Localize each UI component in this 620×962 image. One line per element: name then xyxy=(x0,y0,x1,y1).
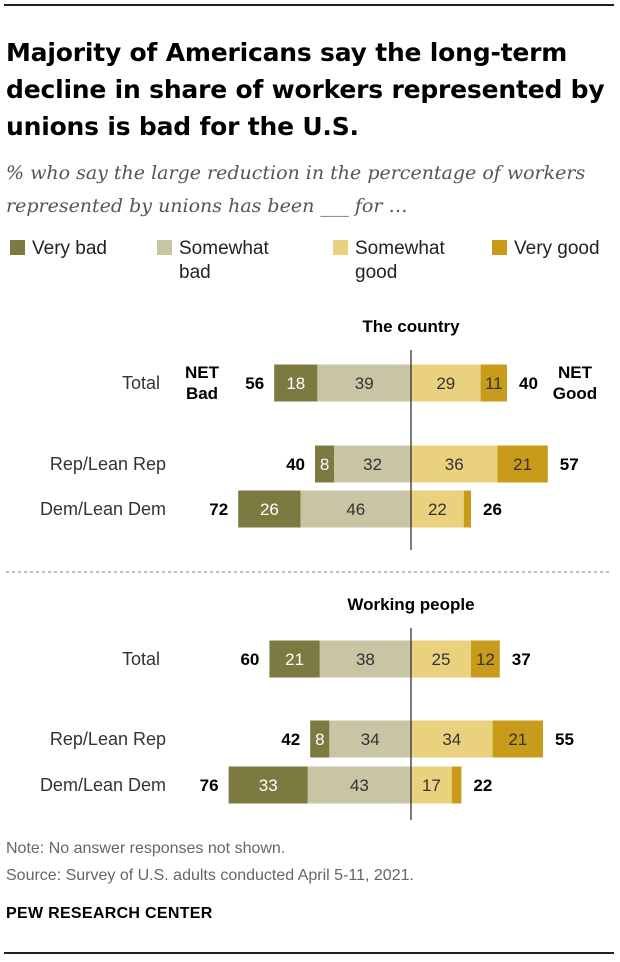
net-bad-label-line2: Bad xyxy=(186,384,218,403)
legend-label-very-bad: Very bad xyxy=(32,238,107,259)
panel2-title: Working people xyxy=(347,595,474,614)
panel1-row1-net-good: 40 xyxy=(519,374,538,393)
net-good-label-line1: NET xyxy=(558,363,593,382)
panel2-row2-value-very-bad: 8 xyxy=(315,730,324,749)
panel1-row3-bar-very-good xyxy=(463,490,471,528)
panel1-row1-value-very-good: 11 xyxy=(485,374,503,393)
panel1-row3-bar-somewhat-bad xyxy=(300,490,411,528)
panel2-row3-value-very-bad: 33 xyxy=(259,776,278,795)
panel1-title: The country xyxy=(362,317,460,336)
panel2-row2-value-somewhat-bad: 34 xyxy=(361,730,380,749)
panel2-row3-value-somewhat-bad: 43 xyxy=(350,776,369,795)
net-bad-label-line1: NET xyxy=(185,363,220,382)
panel2-row2-bar-somewhat-bad xyxy=(329,720,411,758)
panel1-row1-value-somewhat-good: 29 xyxy=(436,374,455,393)
legend-swatch-very-bad xyxy=(10,240,25,255)
panel1-row3-bar-somewhat-good xyxy=(411,490,464,528)
panel1-row1-value-very-bad: 18 xyxy=(286,374,305,393)
panel2-row3-bar-very-good xyxy=(451,766,462,804)
legend-label-somewhat-good-2: good xyxy=(355,262,398,283)
legend-swatch-very-good xyxy=(492,240,507,255)
panel2-row1-net-good: 37 xyxy=(512,650,531,669)
panel2-row3-net-bad: 76 xyxy=(200,776,219,795)
panel1-row2-net-good: 57 xyxy=(560,455,579,474)
panel1-row2-value-somewhat-bad: 32 xyxy=(363,455,382,474)
panel1-row2-bar-somewhat-bad xyxy=(334,445,411,483)
panel2-row3-bar-very-bad xyxy=(228,766,308,804)
panel1-row2-value-very-bad: 8 xyxy=(320,455,329,474)
panel2-row1-bar-somewhat-bad xyxy=(319,640,411,678)
chart-source: Source: Survey of U.S. adults conducted … xyxy=(6,867,414,884)
panel2-row2-value-somewhat-good: 34 xyxy=(442,730,461,749)
panel2-row1-category-label: Total xyxy=(122,649,160,669)
panel1-row3-value-very-bad: 26 xyxy=(260,500,279,519)
panel1-row1-bar-somewhat-bad xyxy=(317,364,411,402)
panel1-row2-category-label: Rep/Lean Rep xyxy=(50,454,166,474)
legend-label-very-good: Very good xyxy=(514,238,600,259)
panel1-row2-value-somewhat-good: 36 xyxy=(445,455,464,474)
bottom-rule xyxy=(4,952,614,954)
panel1-row2-bar-somewhat-good xyxy=(411,445,498,483)
panel1-row3-value-somewhat-bad: 46 xyxy=(346,500,365,519)
panel1-row3-net-good: 26 xyxy=(483,500,502,519)
panel2-row3-net-good: 22 xyxy=(473,776,492,795)
panel2-row1-value-very-bad: 21 xyxy=(285,650,304,669)
panel1-row3-category-label: Dem/Lean Dem xyxy=(40,499,166,519)
panel1-row2-value-very-good: 21 xyxy=(513,455,532,474)
panel2-row3-category-label: Dem/Lean Dem xyxy=(40,775,166,795)
panel2-row1-bar-very-good xyxy=(471,640,500,678)
panel1-row3-bar-very-bad xyxy=(238,490,301,528)
panel1-row1-category-label: Total xyxy=(122,373,160,393)
chart-title: Majority of Americans say the long-term … xyxy=(6,38,605,141)
panel2-row1-value-somewhat-bad: 38 xyxy=(356,650,375,669)
panel2-row2-bar-very-good xyxy=(492,720,543,758)
panel2-row1-value-very-good: 12 xyxy=(476,650,495,669)
panel1-row1-net-bad: 56 xyxy=(245,374,264,393)
panel2-row3-value-somewhat-good: 17 xyxy=(422,776,441,795)
legend-swatch-somewhat-bad xyxy=(157,240,172,255)
panel2-row3-bar-somewhat-good xyxy=(411,766,452,804)
panel2-row1-value-somewhat-good: 25 xyxy=(432,650,451,669)
legend-label-somewhat-bad-2: bad xyxy=(179,262,211,283)
panel1-row2-bar-very-bad xyxy=(315,445,335,483)
panel2-row1-bar-very-bad xyxy=(269,640,320,678)
panel1-row1-bar-somewhat-good xyxy=(411,364,481,402)
panel2-row1-net-bad: 60 xyxy=(240,650,259,669)
chart-subtitle: % who say the large reduction in the per… xyxy=(6,162,586,217)
panel1-row1-value-somewhat-bad: 39 xyxy=(355,374,374,393)
panel2-row1-bar-somewhat-good xyxy=(411,640,471,678)
panel2-row2-bar-somewhat-good xyxy=(411,720,493,758)
panel1-row3-net-bad: 72 xyxy=(209,500,228,519)
legend-swatch-somewhat-good xyxy=(333,240,348,255)
panel2-row2-category-label: Rep/Lean Rep xyxy=(50,729,166,749)
panel1-row2-bar-very-good xyxy=(497,445,548,483)
chart-note: Note: No answer responses not shown. xyxy=(6,840,286,857)
panel2-row2-net-bad: 42 xyxy=(281,730,300,749)
panel1-row1-bar-very-bad xyxy=(274,364,318,402)
panel1-row1-bar-very-good xyxy=(480,364,507,402)
panel1-row2-net-bad: 40 xyxy=(286,455,305,474)
panel2-row2-value-very-good: 21 xyxy=(508,730,527,749)
pew-research-center-logo: PEW RESEARCH CENTER xyxy=(6,905,213,922)
legend-label-somewhat-bad: Somewhat xyxy=(179,238,269,259)
top-rule xyxy=(4,4,614,6)
panel1-row3-value-somewhat-good: 22 xyxy=(428,500,447,519)
net-good-label-line2: Good xyxy=(553,384,597,403)
legend-label-somewhat-good: Somewhat xyxy=(355,238,445,259)
panel2-row2-net-good: 55 xyxy=(555,730,574,749)
panel2-row3-bar-somewhat-bad xyxy=(307,766,411,804)
panel2-row2-bar-very-bad xyxy=(310,720,330,758)
